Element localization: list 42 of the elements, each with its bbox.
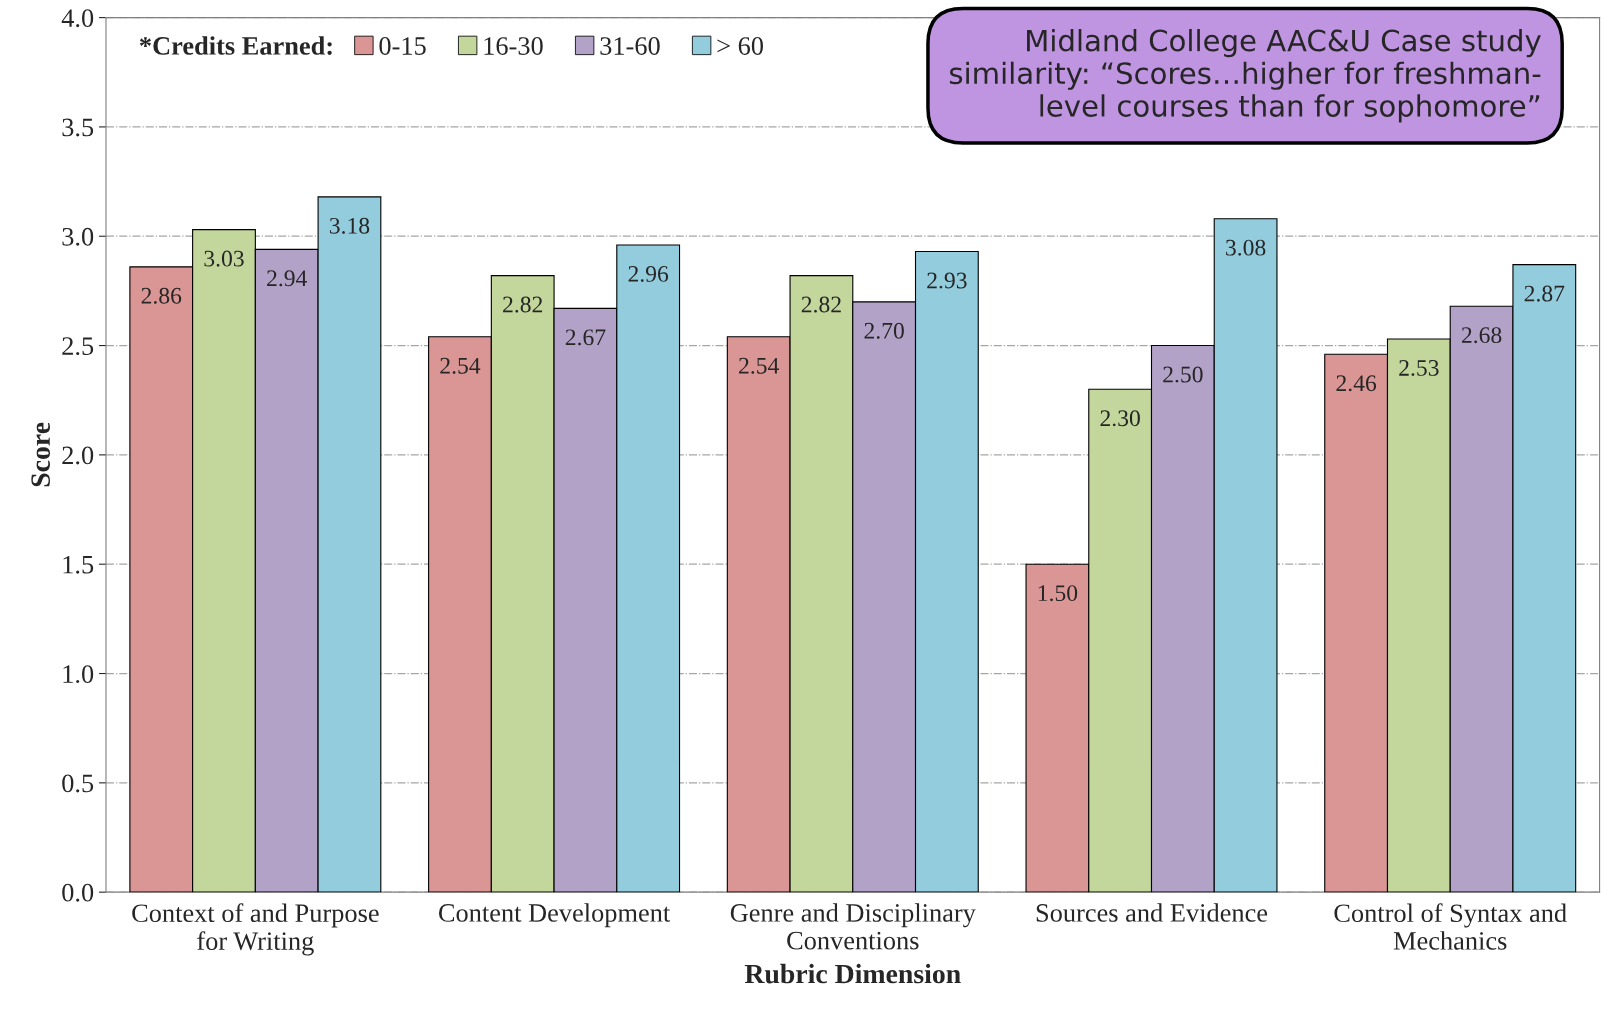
y-tick-label: 3.5 (62, 118, 94, 137)
data-label: 2.50 (1163, 366, 1203, 383)
y-tick-label: 2.0 (62, 446, 94, 465)
y-tick-label: 0.5 (62, 774, 94, 793)
legend-label: 31-60 (600, 37, 660, 55)
x-tick-label: Content Development (438, 903, 671, 928)
y-tick-label: 1.0 (63, 665, 94, 684)
y-tick-label: 2.5 (62, 337, 94, 356)
data-label: 2.86 (141, 287, 182, 304)
legend-label: 16-30 (484, 37, 543, 55)
data-label: 2.67 (565, 329, 606, 346)
data-label: 2.82 (503, 296, 543, 313)
data-label: 2.93 (927, 272, 967, 289)
data-label: 2.70 (864, 322, 904, 339)
data-label: 3.18 (329, 217, 370, 234)
annotation: Midland College AAC&U Case study similarity: “Scores…higher for freshman- level courses than for sophomore” (949, 28, 1541, 123)
data-label: 2.30 (1100, 410, 1140, 427)
y-tick-label: 0.0 (62, 883, 94, 902)
data-label: 2.87 (1524, 285, 1565, 302)
x-axis-title: Rubric Dimension (744, 963, 961, 984)
data-label: 2.54 (440, 357, 481, 374)
x-tick-label: Control of Syntax and Mechanics (1334, 903, 1567, 950)
data-label: 2.53 (1399, 360, 1439, 376)
data-label: 1.50 (1038, 585, 1078, 602)
data-label: 2.68 (1461, 327, 1502, 344)
legend-label: 0-15 (379, 37, 426, 55)
data-label: 2.82 (801, 296, 841, 313)
x-tick-label: Genre and Disciplinary Conventions (730, 903, 976, 950)
y-tick-label: 3.0 (62, 227, 94, 246)
x-tick-label: Sources and Evidence (1036, 903, 1268, 922)
y-tick-label: 1.5 (63, 555, 94, 574)
data-label: 2.94 (267, 270, 308, 287)
data-label: 2.96 (628, 265, 669, 282)
data-label: 2.46 (1336, 375, 1377, 392)
data-label: 2.54 (739, 357, 779, 374)
x-tick-label: Context of and Purpose for Writing (132, 903, 379, 956)
data-label: 3.08 (1226, 239, 1266, 256)
y-axis-title: Score (31, 422, 51, 487)
legend-title: *Credits Earned: (139, 36, 332, 55)
data-label: 3.03 (204, 250, 244, 267)
legend-label: > 60 (717, 37, 763, 55)
y-tick-label: 4.0 (61, 9, 94, 28)
